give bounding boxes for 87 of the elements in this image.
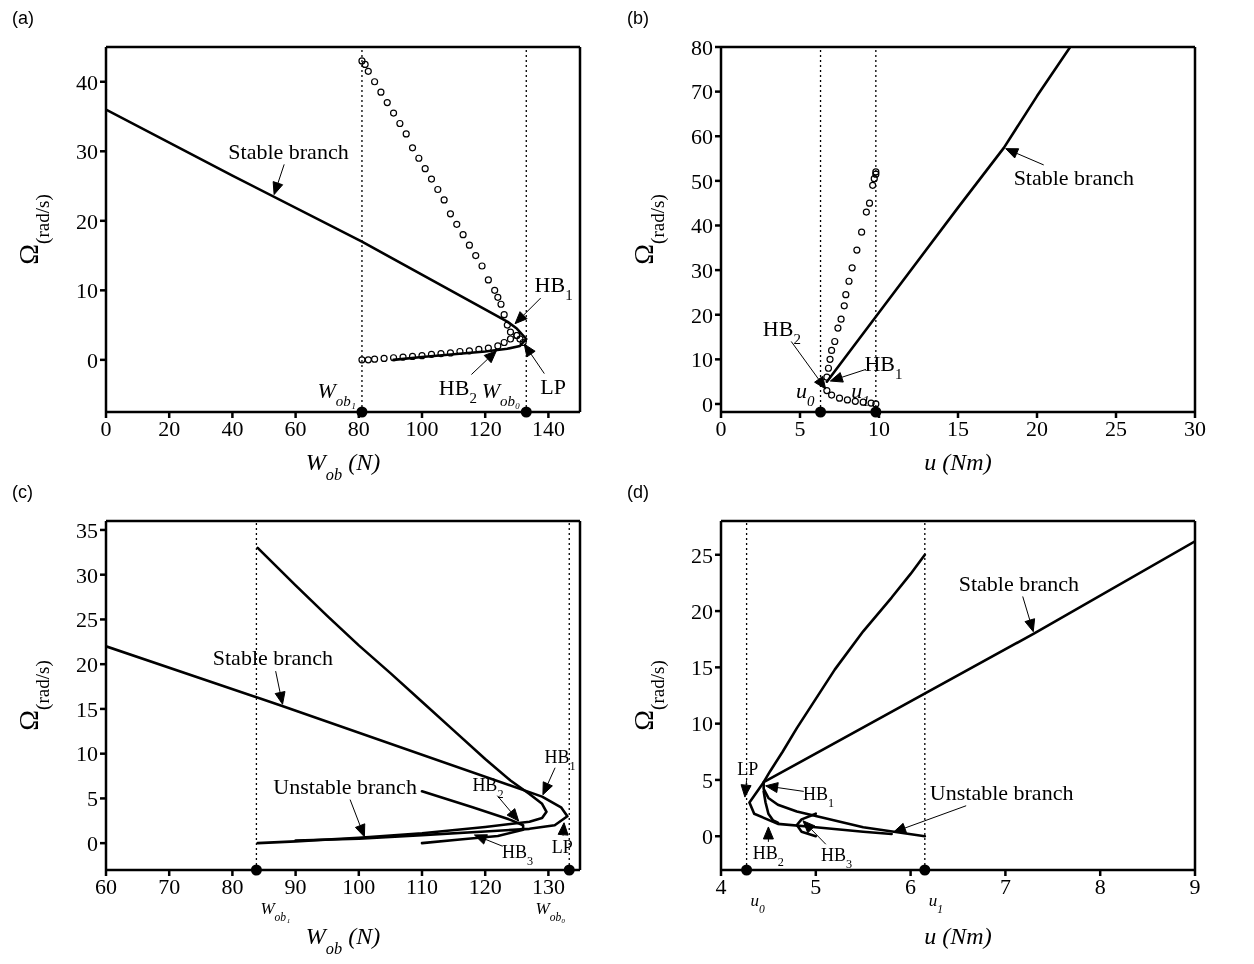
y-tick-label: 5	[702, 767, 713, 793]
x-tick-label: 60	[284, 415, 307, 441]
y-tick-label: 20	[76, 208, 98, 234]
y-tick-label: 80	[691, 34, 713, 60]
annotation: Stable branch	[228, 138, 349, 164]
y-tick-label: 30	[76, 139, 98, 165]
y-tick-label: 20	[76, 651, 98, 677]
annotation: HB$_{3}$	[821, 845, 853, 872]
y-tick-label: 60	[691, 124, 713, 150]
y-tick-label: 0	[87, 347, 98, 373]
annotation: Stable branch	[1013, 165, 1134, 191]
annotation: LP	[737, 759, 759, 780]
x-tick-label: 5	[794, 415, 806, 441]
y-tick-label: 15	[691, 655, 713, 681]
x-tick-label: 120	[468, 873, 502, 899]
y-tick-label: 35	[76, 517, 98, 543]
x-axis-title: u (Nm)	[924, 449, 992, 475]
y-tick-label: 10	[76, 278, 98, 304]
y-tick-label: 30	[76, 562, 98, 588]
x-tick-label: 8	[1094, 873, 1106, 899]
annotation: HB$_{3}$	[501, 842, 534, 869]
y-tick-label: 25	[691, 542, 713, 568]
chart-title: (b)	[626, 8, 650, 30]
annotation: Unstable branch	[929, 780, 1074, 806]
y-tick-label: 20	[691, 598, 713, 624]
annotation: LP	[551, 836, 573, 857]
chart-title: (a)	[11, 8, 35, 30]
y-tick-label: 25	[76, 607, 98, 633]
annotation: HB$_{2}$	[438, 374, 477, 406]
x-tick-label: 70	[158, 873, 181, 899]
y-tick-label: 40	[691, 213, 713, 239]
y-tick-label: 0	[87, 830, 98, 856]
x-tick-label: 110	[405, 873, 439, 899]
ref-line-label: W$_{ob₀}$	[481, 378, 521, 409]
annotation: LP	[540, 373, 566, 399]
y-tick-label: 30	[691, 257, 713, 283]
x-tick-label: 80	[221, 873, 244, 899]
x-tick-label: 90	[284, 873, 307, 899]
x-axis-title: W$_{ob}$ (N)	[305, 449, 381, 484]
ref-line-label: W$_{ob₁}$	[317, 378, 356, 409]
x-tick-label: 40	[221, 415, 244, 441]
x-tick-label: 25	[1105, 415, 1127, 441]
ref-line-label: u$_{1}$	[928, 891, 944, 916]
ref-line-label: W$_{ob₁}$	[260, 899, 291, 924]
x-axis-title: W$_{ob}$ (N)	[305, 923, 381, 958]
x-tick-label: 7	[999, 873, 1011, 899]
chart-title: (d)	[626, 482, 650, 504]
ref-line-label: u$_{0}$	[796, 378, 816, 409]
annotation: HB$_{1}$	[864, 350, 903, 382]
y-tick-label: 20	[691, 302, 713, 328]
annotation: HB$_{1}$	[544, 746, 576, 773]
chart-title: (c)	[11, 482, 34, 504]
y-tick-label: 15	[76, 696, 98, 722]
x-tick-label: 4	[715, 873, 727, 899]
x-tick-label: 20	[158, 415, 181, 441]
x-tick-label: 120	[468, 415, 502, 441]
x-tick-label: 100	[342, 873, 376, 899]
y-tick-label: 0	[702, 824, 713, 850]
y-tick-label: 0	[702, 391, 713, 417]
ref-line-label: u$_{0}$	[750, 891, 766, 916]
x-axis-title: u (Nm)	[924, 923, 992, 949]
x-tick-label: 80	[347, 415, 370, 441]
y-tick-label: 70	[691, 79, 713, 105]
y-tick-label: 10	[691, 711, 713, 737]
x-tick-label: 20	[1026, 415, 1048, 441]
x-tick-label: 140	[531, 415, 565, 441]
x-tick-label: 5	[810, 873, 822, 899]
x-tick-label: 30	[1184, 415, 1206, 441]
annotation: Stable branch	[212, 645, 334, 671]
annotation: HB$_{1}$	[534, 272, 573, 304]
x-tick-label: 10	[868, 415, 890, 441]
x-tick-label: 9	[1189, 873, 1201, 899]
y-tick-label: 40	[76, 69, 98, 95]
y-tick-label: 50	[691, 168, 713, 194]
x-tick-label: 15	[947, 415, 969, 441]
y-tick-label: 10	[76, 741, 98, 767]
y-tick-label: 10	[691, 347, 713, 373]
annotation: HB$_{1}$	[803, 783, 835, 810]
x-tick-label: 130	[531, 873, 565, 899]
annotation: HB$_{2}$	[762, 315, 801, 347]
y-tick-label: 5	[87, 786, 98, 812]
ref-line-label: W$_{ob₀}$	[535, 899, 566, 924]
x-tick-label: 100	[405, 415, 439, 441]
x-tick-label: 6	[905, 873, 917, 899]
annotation: HB$_{2}$	[752, 842, 784, 869]
annotation: Unstable branch	[273, 773, 417, 799]
annotation: Stable branch	[958, 570, 1080, 596]
